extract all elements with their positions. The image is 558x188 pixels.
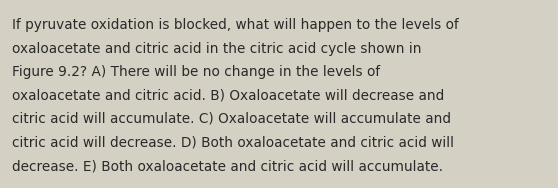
Text: citric acid will accumulate. C) Oxaloacetate will accumulate and: citric acid will accumulate. C) Oxaloace… (12, 112, 451, 126)
Text: oxaloacetate and citric acid. B) Oxaloacetate will decrease and: oxaloacetate and citric acid. B) Oxaloac… (12, 89, 444, 102)
Text: decrease. E) Both oxaloacetate and citric acid will accumulate.: decrease. E) Both oxaloacetate and citri… (12, 159, 443, 173)
Text: oxaloacetate and citric acid in the citric acid cycle shown in: oxaloacetate and citric acid in the citr… (12, 42, 421, 55)
Text: If pyruvate oxidation is blocked, what will happen to the levels of: If pyruvate oxidation is blocked, what w… (12, 18, 459, 32)
Text: Figure 9.2? A) There will be no change in the levels of: Figure 9.2? A) There will be no change i… (12, 65, 380, 79)
Text: citric acid will decrease. D) Both oxaloacetate and citric acid will: citric acid will decrease. D) Both oxalo… (12, 136, 454, 149)
